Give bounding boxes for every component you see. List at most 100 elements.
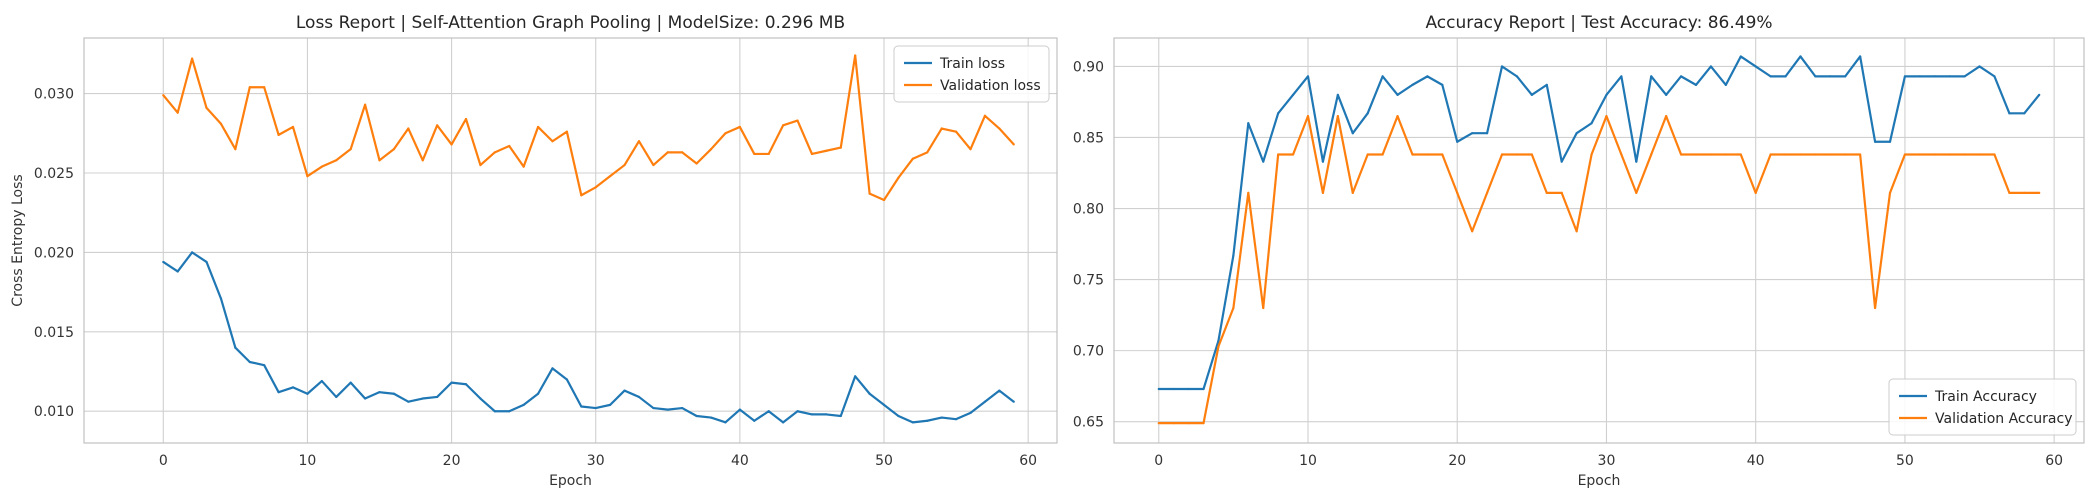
data-point [191, 57, 194, 60]
data-point [1769, 75, 1772, 78]
plot-frame [1113, 37, 2085, 444]
data-point [854, 375, 857, 378]
data-point [897, 176, 900, 179]
data-point [1217, 345, 1220, 348]
data-point [1694, 83, 1698, 86]
data-point [1873, 140, 1877, 143]
x-tick-label: 10 [1299, 453, 1317, 469]
data-point [263, 364, 266, 367]
y-tick-label: 0.90 [1073, 59, 1104, 75]
data-point [637, 140, 641, 143]
data-point [810, 152, 814, 156]
data-point [724, 132, 727, 135]
data-point [1739, 55, 1742, 58]
data-point [1575, 230, 1578, 233]
x-tick-label: 60 [1019, 453, 1037, 469]
data-point [882, 198, 886, 202]
series-line-0 [162, 251, 1015, 424]
data-point [291, 386, 295, 389]
data-point [205, 106, 208, 109]
data-point [1426, 75, 1429, 78]
legend-box [893, 45, 1050, 103]
data-point [983, 114, 987, 117]
data-point [277, 391, 280, 394]
data-point [1903, 153, 1907, 156]
data-point [1012, 400, 1015, 403]
data-point [1829, 75, 1832, 78]
legend-label: Validation Accuracy [1935, 411, 2073, 427]
data-point [1012, 143, 1015, 146]
data-point [1336, 93, 1339, 96]
data-point [1411, 83, 1414, 86]
data-point [436, 124, 439, 127]
data-point [1321, 191, 1325, 194]
x-tick-label: 60 [2045, 453, 2063, 469]
data-point [248, 86, 251, 89]
data-point [926, 419, 929, 422]
data-point [810, 413, 814, 416]
data-point [162, 260, 165, 264]
data-point [1426, 153, 1429, 156]
y-tick-label: 0.030 [34, 87, 74, 103]
data-point [580, 194, 583, 197]
data-point [436, 395, 439, 399]
y-tick-label: 0.010 [34, 404, 74, 420]
data-point [493, 151, 496, 154]
data-point [508, 144, 511, 148]
data-point [1799, 55, 1802, 58]
data-point [1366, 112, 1369, 115]
legend-label: Train loss [939, 56, 1005, 72]
data-point [335, 395, 338, 399]
data-point [637, 395, 641, 399]
data-point [954, 130, 958, 133]
data-point [2023, 191, 2026, 194]
data-point [666, 151, 669, 154]
data-point [234, 346, 237, 349]
data-point [580, 405, 583, 408]
data-point [1202, 422, 1205, 425]
series-1 [162, 54, 1015, 202]
y-tick-label: 0.65 [1073, 415, 1104, 431]
series-0 [162, 251, 1015, 424]
data-point [1247, 122, 1250, 125]
data-point [1306, 75, 1310, 78]
data-point [709, 148, 713, 151]
data-point [219, 297, 223, 300]
data-point [349, 148, 352, 151]
data-point [479, 397, 482, 400]
data-point [421, 397, 424, 400]
data-point [551, 367, 554, 370]
data-point [1739, 153, 1742, 156]
legend: Train loss Validation loss [893, 45, 1050, 103]
data-point [1172, 387, 1175, 391]
data-point [508, 410, 511, 413]
data-point [479, 163, 482, 167]
data-point [1351, 132, 1354, 135]
data-point [1172, 422, 1175, 425]
data-point [738, 125, 741, 129]
data-point [1291, 153, 1295, 156]
data-point [1411, 153, 1414, 156]
data-point [868, 192, 871, 195]
data-point [854, 54, 857, 57]
chart-title: Loss Report | Self-Attention Graph Pooli… [296, 13, 845, 33]
data-point [2008, 112, 2011, 115]
data-point [1530, 153, 1533, 156]
data-point [1859, 55, 1862, 58]
data-point [1978, 153, 1981, 156]
data-point [1456, 140, 1459, 143]
data-point [825, 149, 828, 152]
data-point [695, 414, 698, 418]
data-point [1381, 153, 1384, 156]
data-point [1933, 153, 1936, 156]
data-point [306, 175, 309, 178]
data-point [407, 400, 410, 403]
data-point [1814, 75, 1817, 78]
x-tick-label: 40 [731, 453, 749, 469]
data-point [796, 410, 799, 413]
data-point [1485, 132, 1489, 135]
data-point [1456, 191, 1459, 194]
y-tick-label: 0.80 [1073, 202, 1104, 218]
data-point [1694, 153, 1698, 156]
x-tick-label: 30 [1598, 453, 1616, 469]
